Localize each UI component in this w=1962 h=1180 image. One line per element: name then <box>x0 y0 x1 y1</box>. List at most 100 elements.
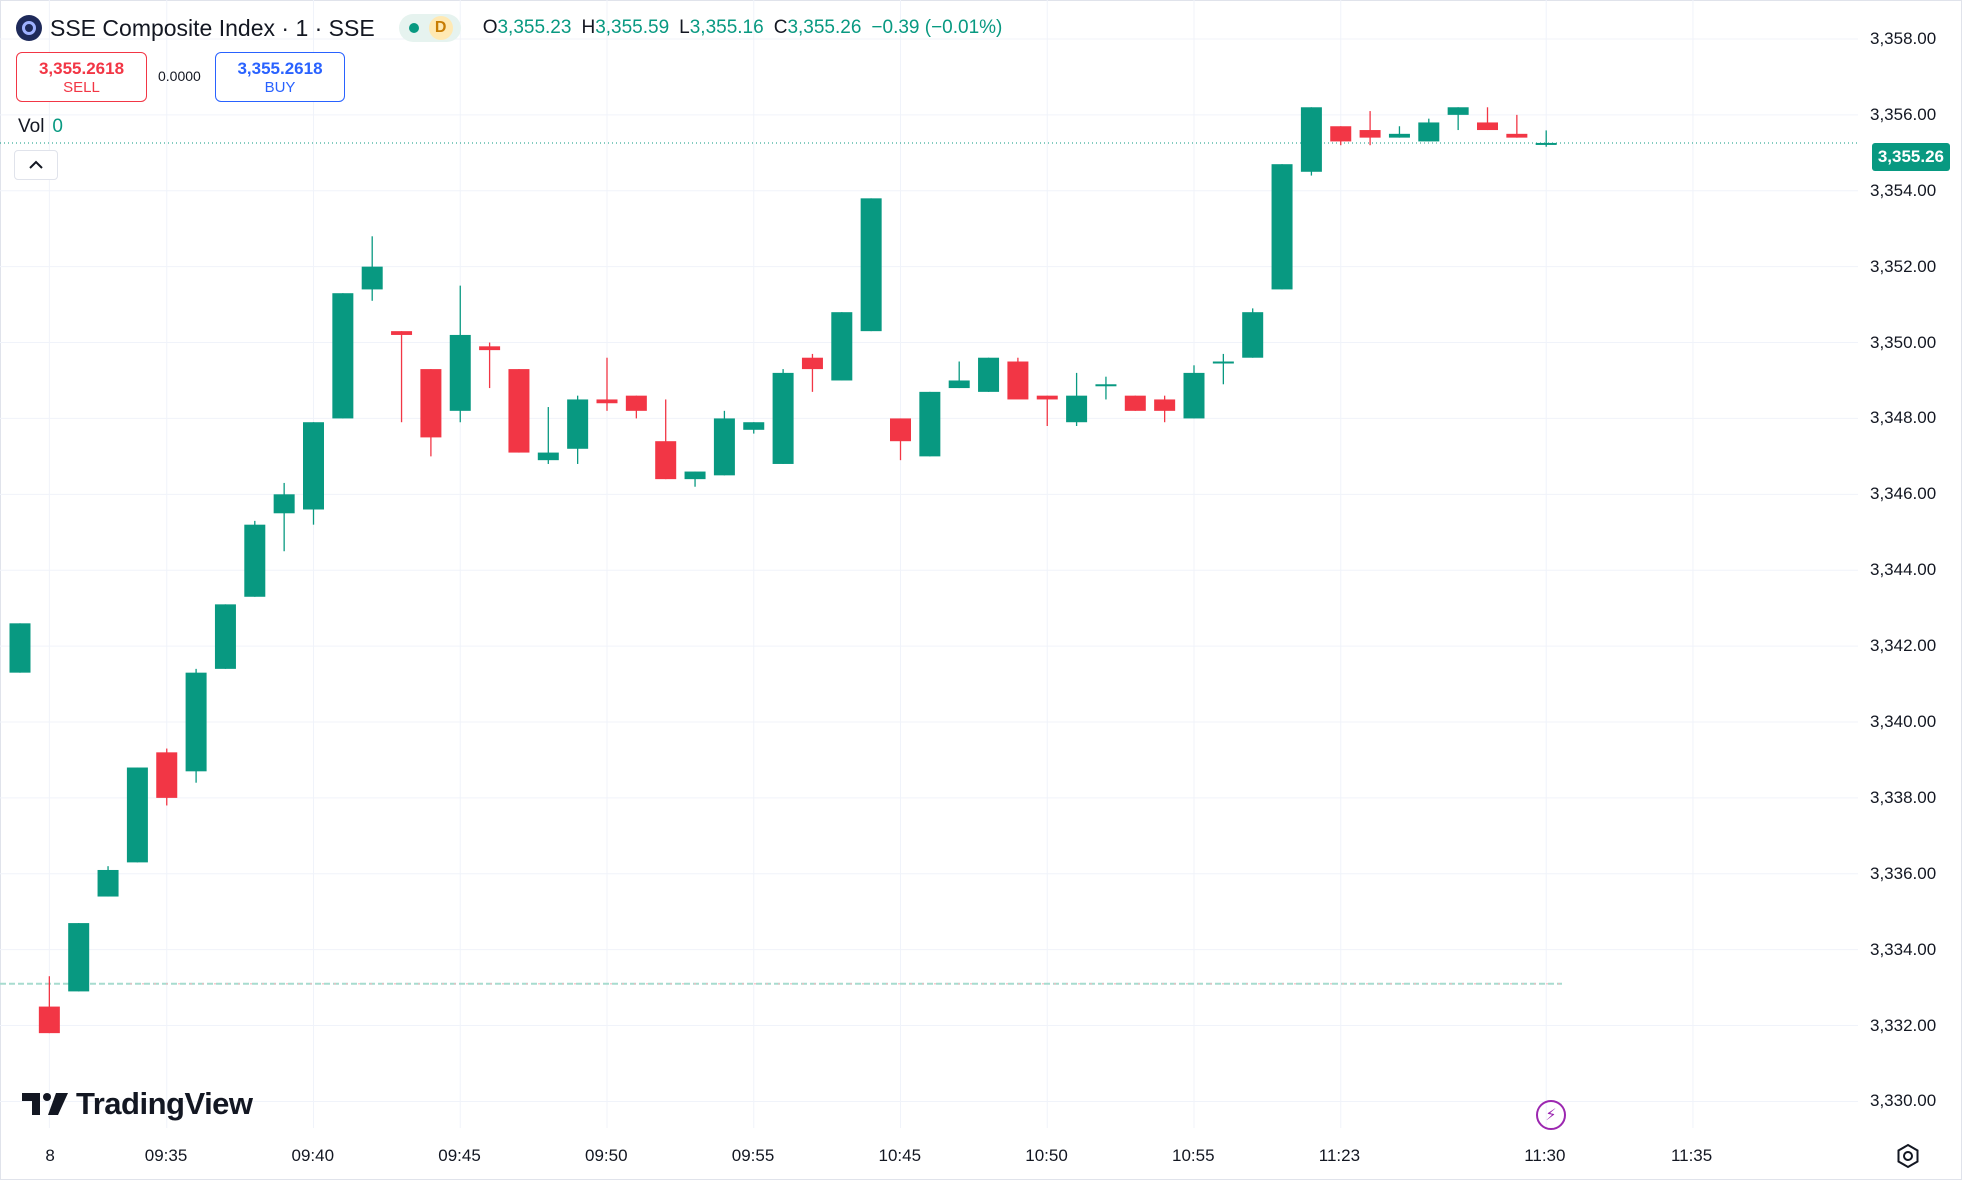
candle-body <box>1330 126 1352 142</box>
price-axis-label: 3,356.00 <box>1870 104 1937 124</box>
candle-body <box>948 380 970 389</box>
candle-body <box>479 346 501 351</box>
candle-body <box>1154 399 1176 411</box>
time-axis-label: 10:55 <box>1172 1146 1215 1165</box>
candle-body <box>537 452 559 461</box>
ohlc-values: O3,355.23 H3,355.59 L3,355.16 C3,355.26 … <box>483 17 1003 39</box>
candle-body <box>361 266 383 290</box>
close-key: C <box>773 17 788 38</box>
time-axis-label: 10:50 <box>1025 1146 1068 1165</box>
candle-body <box>156 752 178 798</box>
candle-body <box>1242 312 1264 358</box>
candle-body <box>1388 133 1410 138</box>
price-axis-label: 3,358.00 <box>1870 28 1937 48</box>
candle-body <box>1271 164 1293 290</box>
price-axis-label: 3,346.00 <box>1870 484 1937 504</box>
sell-button[interactable]: 3,355.2618 SELL <box>16 52 147 102</box>
candle-body <box>1447 107 1469 115</box>
buy-price: 3,355.2618 <box>237 58 323 78</box>
time-axis-label: 8 <box>45 1146 55 1165</box>
candle-body <box>9 623 31 673</box>
time-axis-label: 11:35 <box>1670 1146 1713 1165</box>
market-status-badge[interactable]: D <box>398 14 461 42</box>
delayed-data-badge: D <box>428 16 453 40</box>
time-axis-label: 10:45 <box>878 1146 922 1165</box>
symbol-title[interactable]: SSE Composite Index · 1 · SSE <box>50 14 375 41</box>
candle-body <box>1036 395 1058 400</box>
candle-body <box>890 418 911 442</box>
candle-body <box>625 395 647 411</box>
price-axis-label: 3,332.00 <box>1870 1015 1937 1035</box>
price-axis-label: 3,338.00 <box>1870 787 1937 807</box>
candle-body <box>1066 395 1088 423</box>
candle-body <box>97 869 119 897</box>
tradingview-logo-icon <box>22 1093 68 1115</box>
candle-body <box>508 369 530 453</box>
market-open-dot-icon <box>408 23 419 33</box>
candle-body <box>244 524 266 597</box>
candle-body <box>126 767 148 863</box>
low-value: 3,355.16 <box>689 17 764 38</box>
candle-body <box>420 369 442 438</box>
tradingview-logo[interactable]: TradingView <box>22 1086 253 1122</box>
high-value: 3,355.59 <box>595 17 670 38</box>
candle-body <box>68 923 90 992</box>
candle-body <box>596 399 618 404</box>
buy-label: BUY <box>264 78 296 96</box>
volume-value: 0 <box>52 116 63 137</box>
candle-body <box>332 293 354 419</box>
candle-body <box>1212 361 1234 364</box>
candle-body <box>567 399 589 449</box>
open-key: O <box>482 17 498 38</box>
candle-body <box>1183 372 1205 419</box>
price-axis-label: 3,352.00 <box>1870 256 1937 276</box>
price-axis-label: 3,348.00 <box>1870 408 1937 428</box>
price-axis-label: 3,336.00 <box>1870 863 1937 883</box>
candle-body <box>449 334 471 411</box>
lightning-icon[interactable]: ⚡ <box>1536 1100 1566 1130</box>
price-axis-label: 3,342.00 <box>1870 636 1937 656</box>
candle-body <box>1506 133 1528 138</box>
candle-body <box>214 604 236 669</box>
volume-legend[interactable]: Vol 0 <box>18 116 63 138</box>
candle-body <box>1300 107 1322 172</box>
candle-body <box>919 391 941 457</box>
buy-button[interactable]: 3,355.2618 BUY <box>215 52 345 102</box>
settings-icon[interactable] <box>1895 1143 1921 1169</box>
candle-body <box>303 422 324 510</box>
last-price-tag: 3,355.26 <box>1871 143 1950 171</box>
open-value: 3,355.23 <box>497 17 572 38</box>
candle-body <box>1124 395 1146 411</box>
time-axis-label: 11:30 <box>1524 1146 1566 1165</box>
time-axis-label: 09:50 <box>585 1146 628 1165</box>
candle-body <box>38 1006 60 1034</box>
price-axis-label: 3,330.00 <box>1870 1091 1937 1111</box>
time-axis-label: 09:55 <box>731 1146 775 1165</box>
collapse-legend-button[interactable] <box>14 150 58 180</box>
candle-body <box>772 372 794 464</box>
candle-body <box>713 418 735 476</box>
candle-body <box>655 441 677 480</box>
symbol-legend[interactable]: SSE Composite Index · 1 · SSE D O3,355.2… <box>16 12 1002 44</box>
sell-price: 3,355.2618 <box>38 58 125 78</box>
candle-body <box>1477 122 1498 131</box>
sse-logo-icon <box>16 15 42 41</box>
candle-body <box>1418 122 1440 142</box>
candle-body <box>801 357 823 370</box>
candle-body <box>273 494 295 514</box>
candle-body <box>743 422 765 430</box>
close-value: 3,355.26 <box>787 17 862 38</box>
candle-body <box>684 471 706 480</box>
sell-label: SELL <box>63 78 100 96</box>
brand-name: TradingView <box>76 1086 253 1121</box>
candle-body <box>391 331 413 335</box>
price-axis-label: 3,350.00 <box>1870 332 1937 352</box>
chevron-up-icon <box>29 160 43 169</box>
spread-value: 0.0000 <box>158 68 201 84</box>
price-axis-label: 3,334.00 <box>1870 939 1937 959</box>
candle-body <box>831 312 853 381</box>
price-axis-label: 3,354.00 <box>1870 180 1937 200</box>
candle-body <box>1095 384 1117 387</box>
candle-body <box>1359 130 1381 138</box>
